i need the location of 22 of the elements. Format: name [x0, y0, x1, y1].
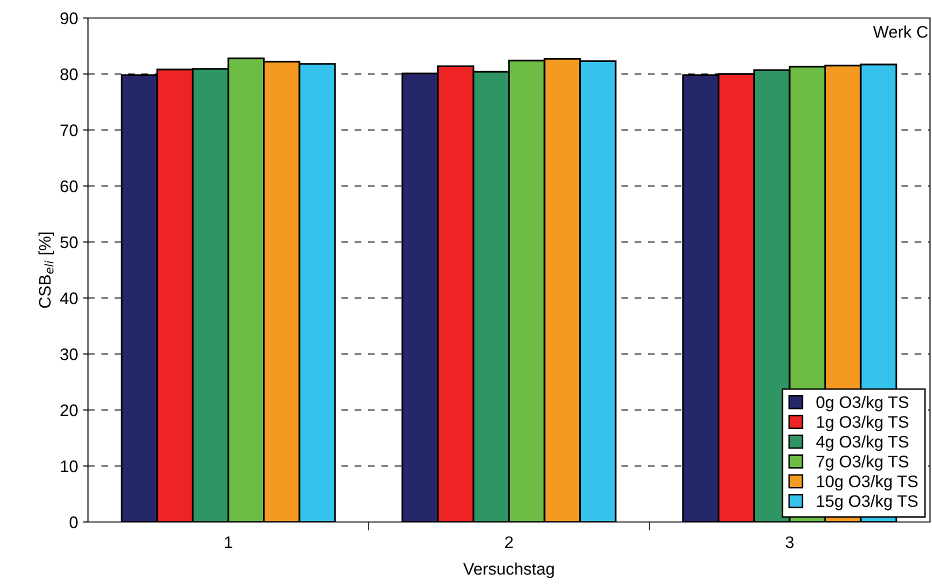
y-tick-label: 60 — [60, 180, 78, 192]
y-tick-label: 50 — [60, 236, 78, 248]
y-tick-label: 90 — [60, 12, 78, 24]
y-axis-title: CSB$_{eli}$ [%] — [38, 232, 54, 308]
y-tick-label: 80 — [60, 68, 78, 80]
legend-label: 0g O3/kg TS — [816, 396, 908, 412]
y-tick-label: 0 — [70, 516, 78, 528]
y-tick-label: 70 — [60, 124, 78, 136]
x-tick-label: 1 — [224, 536, 232, 548]
y-tick-label: 30 — [60, 348, 78, 360]
legend-label: 10g O3/kg TS — [817, 475, 918, 491]
legend-label: 4g O3/kg TS — [816, 435, 908, 451]
legend-label: 1g O3/kg TS — [817, 416, 908, 432]
x-tick-label: 3 — [786, 536, 794, 548]
y-tick-label: 10 — [61, 460, 78, 472]
y-tick-label: 20 — [60, 404, 78, 416]
x-tick-label: 2 — [505, 536, 513, 548]
legend-label: 15g O3/kg TS — [817, 494, 918, 510]
annotation: Werk C — [873, 26, 928, 38]
y-tick-label: 40 — [60, 292, 78, 304]
legend-label: 7g O3/kg TS — [816, 455, 908, 471]
x-axis-title: Versuchstag — [463, 562, 554, 578]
